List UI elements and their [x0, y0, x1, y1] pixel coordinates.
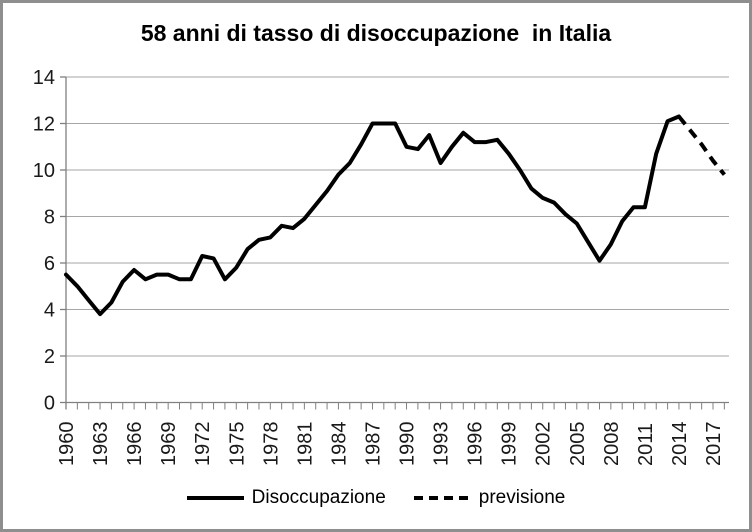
- x-axis-label: 1993: [431, 422, 453, 467]
- x-axis-label: 1978: [260, 422, 282, 467]
- x-axis-label: 2008: [601, 422, 623, 467]
- x-axis-label: 2017: [703, 422, 725, 467]
- x-axis-label: 1960: [56, 422, 78, 467]
- x-axis-label: 1984: [328, 422, 350, 467]
- x-axis-label: 1999: [499, 422, 521, 467]
- x-axis-label: 1981: [294, 422, 316, 467]
- x-axis-label: 2014: [669, 422, 691, 467]
- y-axis-label: 10: [33, 160, 55, 182]
- legend: Disoccupazione previsione: [0, 482, 752, 514]
- legend-label-previsione: previsione: [478, 487, 566, 508]
- x-axis-label: 2002: [533, 422, 555, 467]
- x-axis-label: 1969: [158, 422, 180, 467]
- previsione-line: [677, 115, 726, 176]
- x-axis-label: 1966: [124, 422, 146, 467]
- x-axis-label: 2005: [567, 422, 589, 467]
- y-axis-label: 6: [44, 253, 55, 275]
- legend-item-disoccupazione: Disoccupazione: [186, 487, 386, 509]
- x-axis-label: 2011: [635, 423, 657, 466]
- y-axis-label: 12: [33, 114, 55, 136]
- y-axis-label: 2: [44, 346, 55, 368]
- chart-title: 58 anni di tasso di disoccupazione in It…: [140, 20, 612, 46]
- y-axis-label: 4: [44, 300, 55, 322]
- dashed-line-swatch: [413, 496, 471, 500]
- x-axis-label: 1987: [362, 422, 384, 467]
- x-axis-label: 1990: [397, 422, 419, 467]
- y-axis-label: 14: [33, 67, 55, 89]
- disoccupazione-line: [64, 114, 681, 317]
- y-axis-label: 8: [44, 207, 55, 229]
- x-axis-label: 1972: [192, 422, 214, 467]
- y-axis-label: 0: [44, 393, 55, 415]
- solid-line-swatch: [186, 496, 244, 500]
- legend-label-disoccupazione: Disoccupazione: [251, 487, 386, 508]
- legend-item-previsione: previsione: [413, 487, 566, 509]
- x-axis-label: 1963: [90, 422, 112, 467]
- x-axis-label: 1996: [465, 422, 487, 467]
- x-axis-label: 1975: [226, 422, 248, 467]
